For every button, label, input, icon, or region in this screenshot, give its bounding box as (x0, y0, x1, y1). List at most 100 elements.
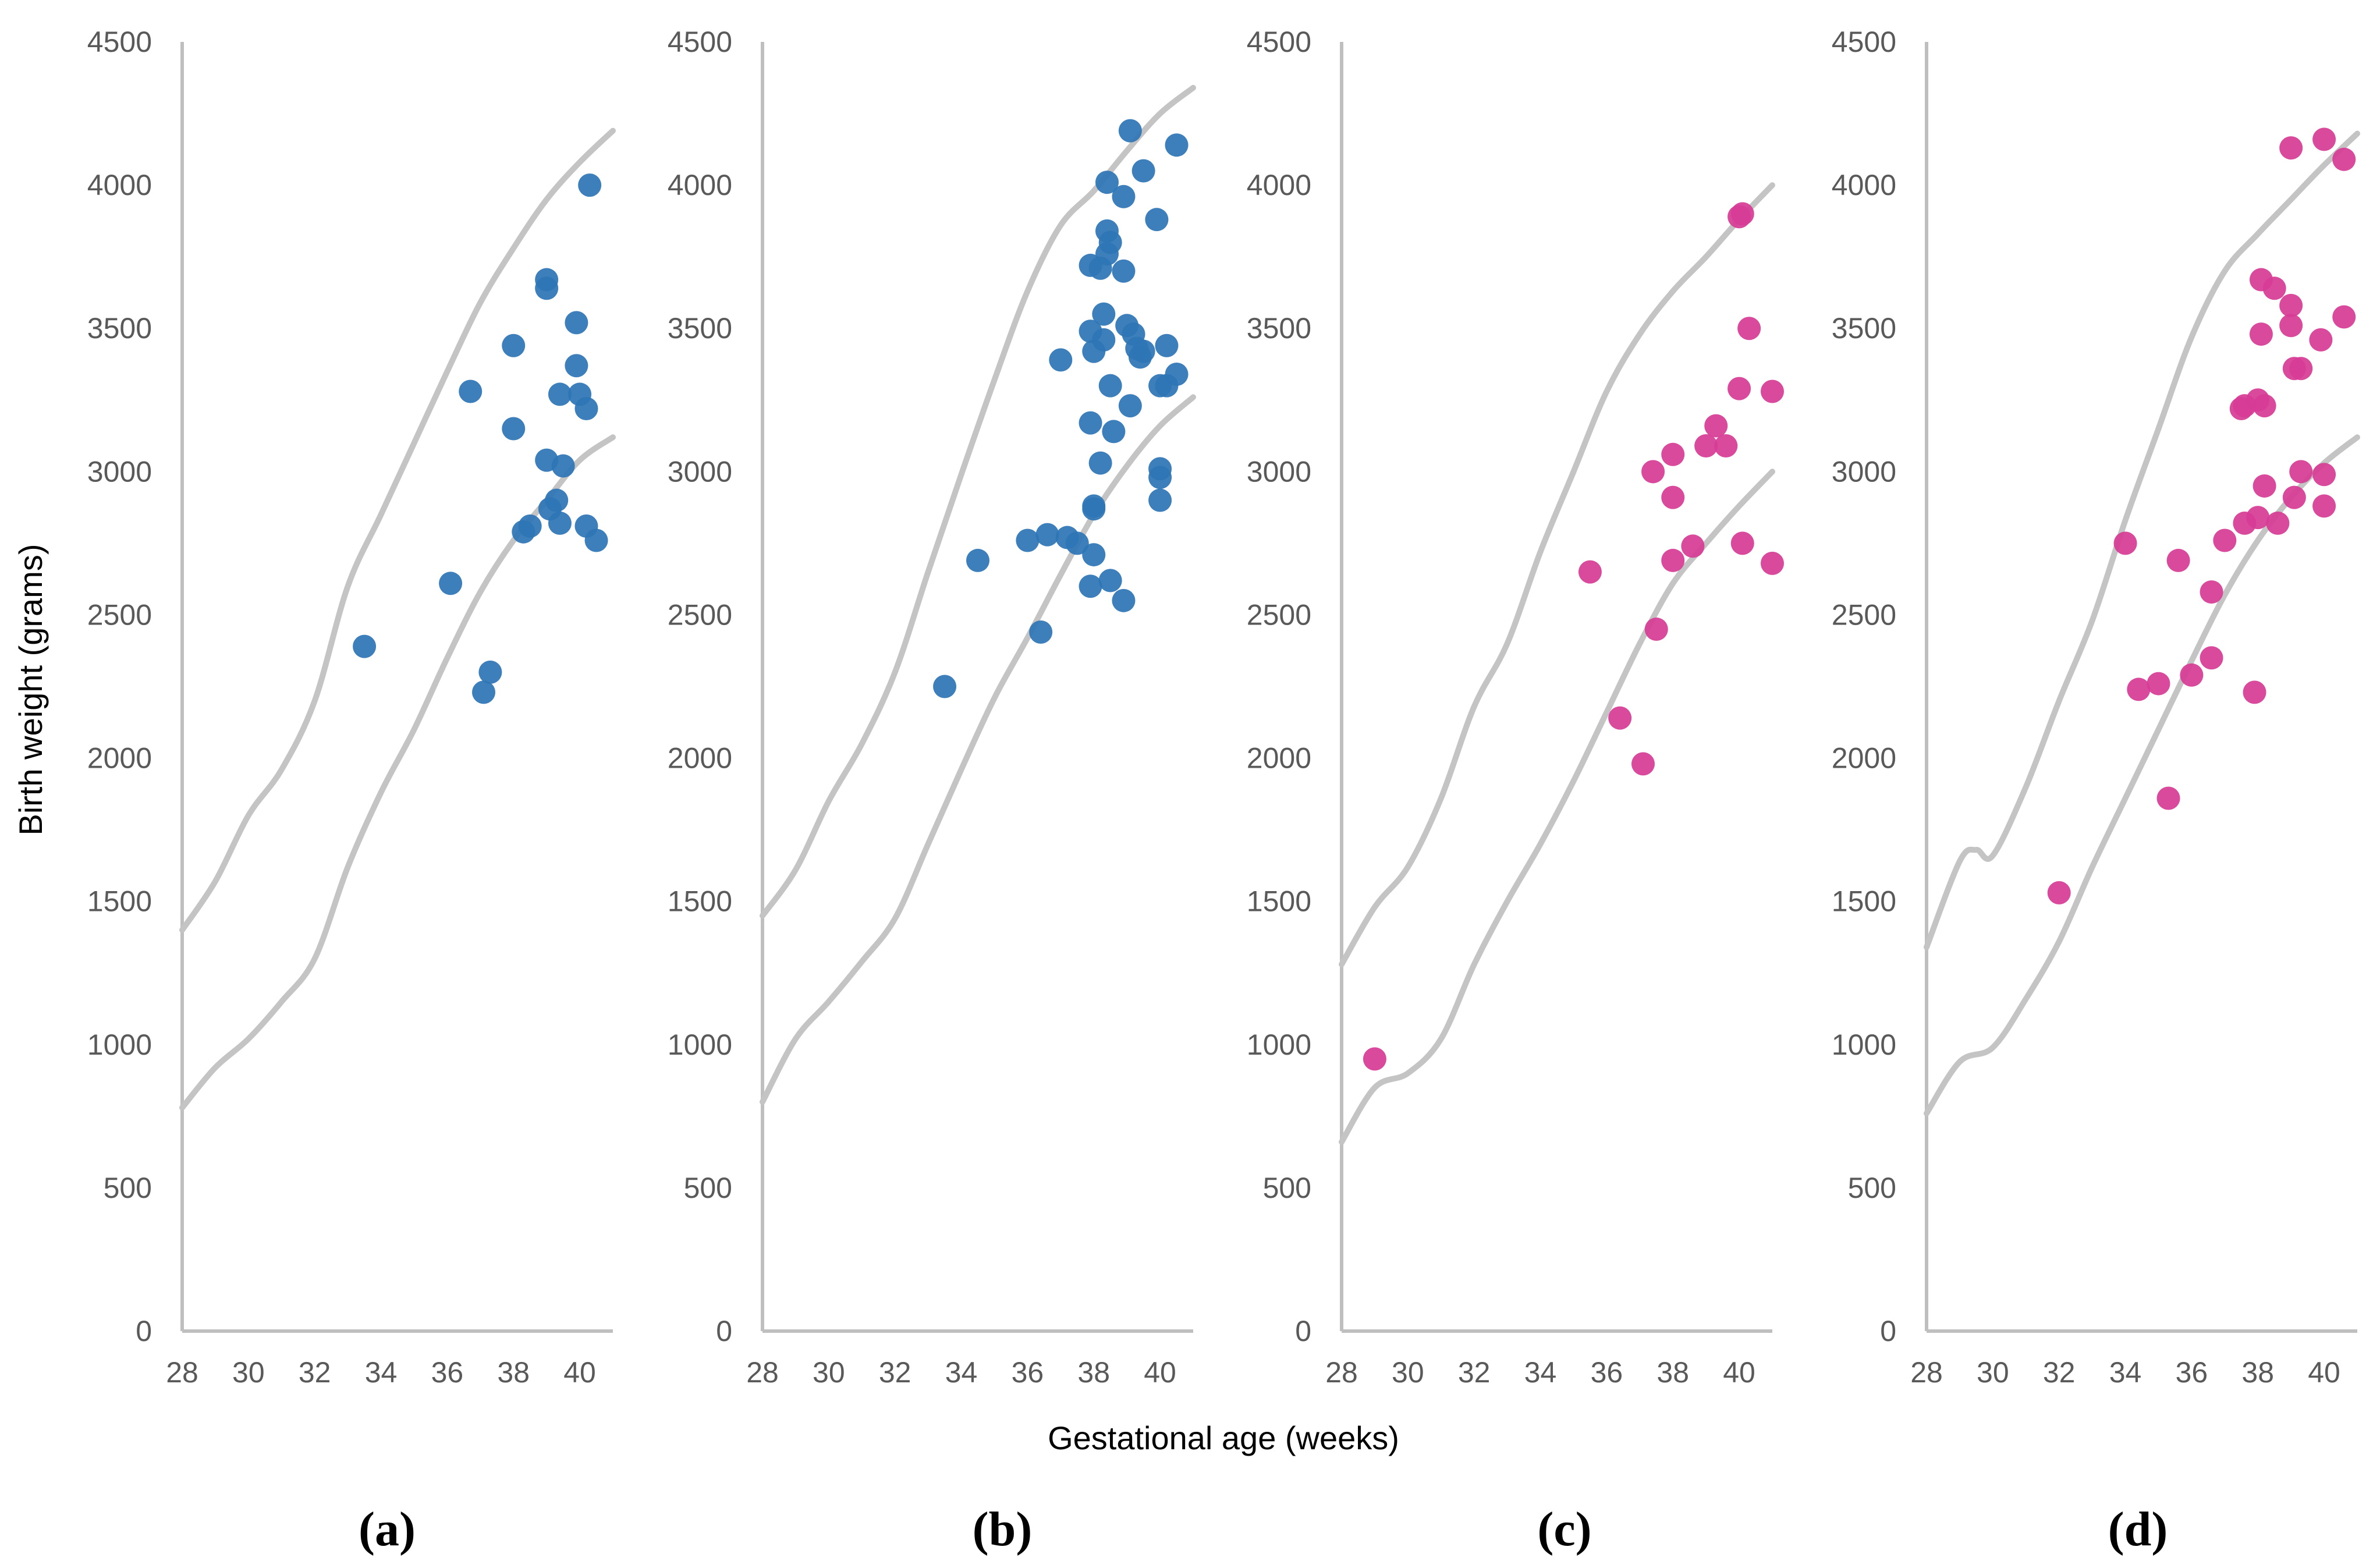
y-tick-label: 1000 (1247, 1028, 1311, 1061)
data-point (1578, 560, 1602, 584)
data-point (502, 334, 526, 357)
data-point (1118, 119, 1142, 143)
x-tick-label: 28 (746, 1356, 779, 1389)
data-point (2147, 672, 2170, 696)
data-point (1148, 466, 1172, 489)
x-tick-label: 36 (1012, 1356, 1044, 1389)
data-point (1148, 488, 1172, 512)
y-tick-label: 0 (1880, 1315, 1896, 1347)
y-tick-label: 1000 (1832, 1028, 1896, 1061)
data-point (1761, 551, 1784, 575)
y-tick-label: 1500 (1832, 885, 1896, 918)
data-point (548, 382, 572, 406)
data-point (459, 379, 483, 403)
x-tick-label: 40 (2308, 1356, 2340, 1389)
data-point (584, 528, 608, 552)
data-point (1608, 706, 1632, 730)
upper-percentile-curve (1924, 130, 2360, 950)
data-point (2262, 276, 2286, 300)
y-tick-label: 3500 (668, 312, 732, 345)
data-point (1049, 348, 1073, 372)
data-point (2332, 147, 2356, 171)
data-point (518, 514, 542, 538)
x-tick-label: 32 (1458, 1356, 1491, 1389)
data-point (548, 511, 572, 535)
data-point (565, 354, 588, 378)
x-tick-label: 32 (879, 1356, 911, 1389)
panel-a: 0 500 1000 1500 2000 2500 3000 3500 4000 4500 28 30… (87, 26, 616, 1556)
data-point (1088, 451, 1112, 475)
y-tick-label: 3000 (87, 455, 152, 488)
data-point (1065, 531, 1089, 555)
y-tick-label: 2500 (87, 598, 152, 631)
data-point (1761, 379, 1784, 403)
data-point (1661, 485, 1685, 509)
y-tick-label: 3500 (1247, 312, 1311, 345)
y-tick-label: 4000 (1247, 169, 1311, 201)
upper-percentile-curve (179, 127, 616, 933)
x-tick-label: 28 (166, 1356, 198, 1389)
data-point (1035, 523, 1059, 547)
x-tick-label: 30 (1392, 1356, 1424, 1389)
y-tick-label: 4500 (1832, 26, 1896, 58)
x-tick-label: 38 (497, 1356, 530, 1389)
data-point (1155, 334, 1179, 357)
data-point (1112, 259, 1136, 283)
data-point (1661, 442, 1685, 466)
data-point (1098, 374, 1122, 398)
x-tick-label: 40 (563, 1356, 596, 1389)
y-tick-label: 2000 (668, 742, 732, 775)
data-point (353, 634, 377, 658)
y-tick-label: 3500 (87, 312, 152, 345)
data-point (1098, 569, 1122, 593)
lower-percentile-curve (1339, 469, 1775, 1145)
data-point (2200, 580, 2223, 604)
y-tick-label: 0 (136, 1315, 152, 1347)
x-tick-label: 40 (1723, 1356, 1755, 1389)
data-point (1681, 534, 1705, 558)
data-point (1704, 414, 1728, 438)
data-point (2213, 528, 2237, 552)
upper-percentile-curve (1339, 182, 1775, 967)
data-point (1641, 460, 1665, 484)
data-point (1029, 620, 1053, 644)
y-tick-label: 500 (1263, 1172, 1311, 1204)
y-tick-label: 500 (684, 1172, 732, 1204)
y-axis-title: Birth weight (grams) (12, 544, 49, 835)
data-point (1079, 574, 1102, 598)
lower-percentile-curve (1924, 434, 2360, 1116)
data-point (565, 311, 588, 335)
data-point (478, 660, 502, 684)
data-point (933, 675, 957, 698)
x-tick-label: 30 (1977, 1356, 2009, 1389)
x-tick-label: 34 (945, 1356, 978, 1389)
data-point (1092, 328, 1116, 352)
panel-c: 0 500 1000 1500 2000 2500 3000 3500 4000 4500 28 30… (1247, 26, 1784, 1556)
data-point (1728, 377, 1751, 400)
y-tick-label: 2000 (1247, 742, 1311, 775)
data-point (2312, 127, 2336, 151)
data-point (1079, 411, 1102, 435)
data-point (1112, 185, 1136, 208)
data-point (2312, 494, 2336, 518)
data-point (1092, 302, 1116, 326)
data-point (2113, 531, 2137, 555)
data-point (1082, 497, 1106, 521)
data-point (1644, 618, 1668, 641)
data-point (2279, 314, 2303, 338)
data-point (2279, 136, 2303, 160)
panel-label: (c) (1537, 1502, 1591, 1556)
data-point (551, 454, 575, 478)
data-point (1102, 420, 1126, 444)
data-point (2249, 322, 2273, 346)
data-point (1145, 208, 1169, 232)
data-point (1165, 133, 1189, 157)
panel-label: (a) (359, 1502, 416, 1556)
data-point (2309, 328, 2333, 352)
data-point (2243, 680, 2266, 704)
y-tick-label: 500 (104, 1172, 152, 1204)
panels: 0 500 1000 1500 2000 2500 3000 3500 4000 4500 28 30… (87, 26, 2360, 1556)
data-point (1363, 1047, 1386, 1071)
y-tick-label: 4500 (668, 26, 732, 58)
data-point (574, 397, 598, 421)
